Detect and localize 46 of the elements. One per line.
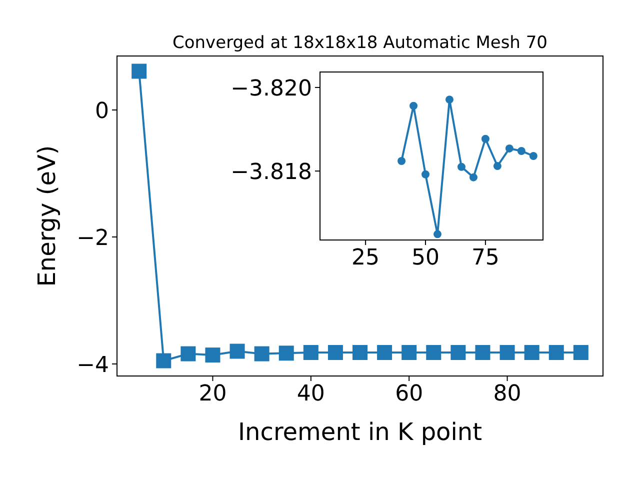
x-axis-title: Increment in K point	[238, 418, 482, 446]
point	[398, 157, 406, 166]
point	[328, 345, 343, 360]
point	[426, 345, 442, 360]
point	[481, 134, 490, 143]
y-tick-label: −3.818	[230, 160, 312, 185]
point	[500, 345, 515, 360]
x-tick-label: 40	[296, 382, 325, 407]
point	[205, 348, 220, 363]
point	[469, 173, 478, 182]
point	[254, 346, 270, 362]
point	[573, 345, 588, 360]
point	[422, 170, 430, 178]
point	[517, 146, 526, 155]
point	[548, 345, 564, 360]
point	[303, 345, 318, 360]
point	[278, 346, 294, 361]
x-tick-label: 80	[493, 382, 522, 407]
y-tick-label: −2	[76, 226, 109, 251]
y-tick-label: −4	[76, 352, 109, 378]
point	[445, 96, 454, 104]
point	[132, 64, 147, 79]
x-tick-label: 75	[471, 246, 500, 271]
y-tick-label: 0	[95, 98, 109, 124]
point	[529, 152, 538, 160]
point	[450, 345, 466, 360]
x-tick-label: 60	[395, 382, 424, 407]
y-axis-title: Energy (eV)	[33, 145, 61, 287]
point	[352, 345, 368, 360]
point	[493, 162, 502, 170]
chart-title: Converged at 18x18x18 Automatic Mesh 70	[172, 33, 548, 53]
point	[410, 102, 418, 110]
point	[475, 345, 490, 360]
point	[505, 144, 514, 152]
point	[230, 344, 245, 359]
x-tick-label: 25	[352, 246, 380, 271]
x-tick-label: 50	[412, 246, 440, 271]
point	[180, 346, 196, 362]
point	[156, 353, 172, 368]
point	[457, 162, 466, 171]
point	[377, 345, 392, 360]
y-tick-label: −3.820	[230, 76, 312, 102]
x-tick-label: 20	[198, 382, 227, 407]
point	[402, 345, 417, 360]
point	[433, 230, 442, 238]
point	[524, 345, 540, 360]
